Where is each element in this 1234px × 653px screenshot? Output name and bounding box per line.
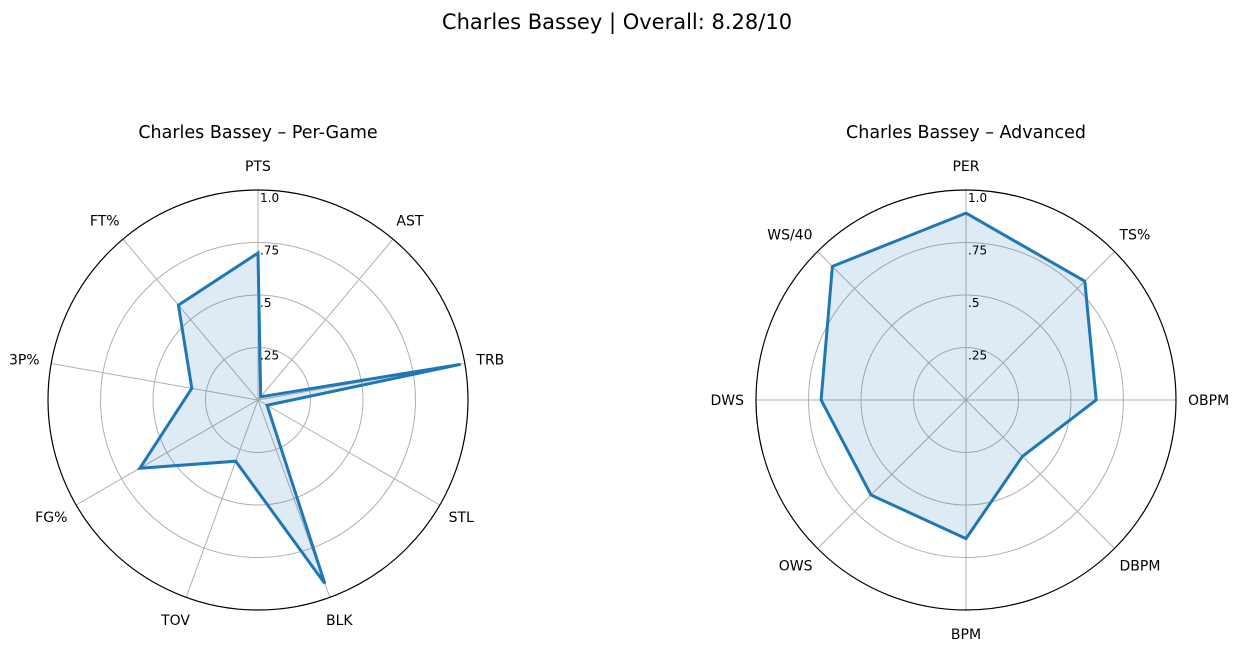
category-label: PER: [952, 159, 979, 175]
radial-tick-label: 1.0: [968, 191, 987, 205]
radar-chart-advanced: Charles Bassey – Advanced .25 .5 .75 1.0 PER…: [710, 123, 1229, 643]
category-label: WS/40: [767, 228, 812, 244]
category-label: BLK: [326, 613, 353, 629]
outer-frame: [755, 189, 1177, 611]
grid-spoke: [817, 251, 967, 401]
series-fill: [139, 253, 461, 584]
grid-spoke: [75, 399, 259, 506]
radial-tick-label: .75: [968, 244, 987, 258]
radial-tick-label: .75: [260, 244, 279, 258]
grid-spoke: [257, 238, 394, 401]
category-label: FG%: [35, 510, 67, 526]
grid-spoke: [51, 363, 259, 401]
grid-spoke: [965, 251, 1115, 401]
radial-tick-label: .25: [968, 349, 987, 363]
category-label: PTS: [245, 159, 271, 175]
category-label: DBPM: [1120, 559, 1161, 575]
category-label: BPM: [951, 627, 981, 643]
chart-title: Charles Bassey – Per-Game: [138, 123, 377, 143]
category-label: OWS: [779, 559, 813, 575]
radial-tick-label: .25: [260, 349, 279, 363]
grid-spoke: [185, 399, 259, 598]
radial-tick-label: .5: [968, 296, 979, 310]
series-fill: [821, 213, 1097, 539]
radial-tick-label: 1.0: [260, 191, 279, 205]
category-label: DWS: [710, 393, 744, 409]
grid-spoke: [257, 399, 441, 506]
grid-spoke: [965, 399, 1115, 549]
series-line: [819, 211, 1098, 541]
category-label: TRB: [475, 352, 504, 368]
category-label: FT%: [90, 214, 120, 230]
outer-frame: [47, 189, 469, 611]
figure-title: Charles Bassey | Overall: 8.28/10: [441, 10, 793, 34]
grid-spoke: [122, 238, 259, 401]
radial-tick-label: .5: [260, 296, 271, 310]
category-label: OBPM: [1188, 393, 1229, 409]
radar-chart-per-game: Charles Bassey – Per-Game .25 .5 .75 1.0 PTS…: [9, 123, 504, 629]
category-label: STL: [449, 510, 474, 526]
category-label: TOV: [160, 613, 190, 629]
category-label: AST: [396, 214, 423, 230]
category-label: TS%: [1119, 228, 1151, 244]
chart-title: Charles Bassey – Advanced: [846, 123, 1086, 143]
grid-spoke: [817, 399, 967, 549]
category-label: 3P%: [9, 352, 40, 368]
series-line: [136, 250, 462, 585]
